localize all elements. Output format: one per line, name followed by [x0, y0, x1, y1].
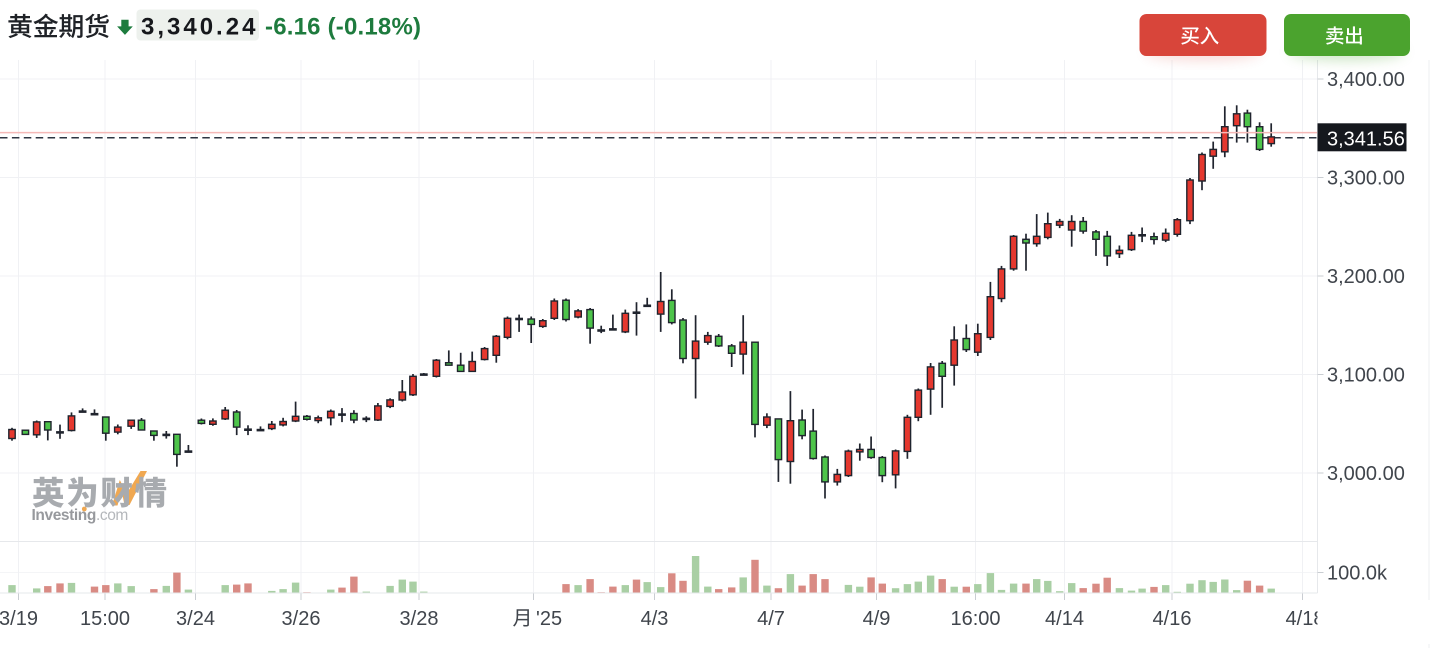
svg-text:3,341.56: 3,341.56 [1327, 128, 1405, 150]
svg-text:4/18: 4/18 [1286, 608, 1325, 630]
svg-text:4/3: 4/3 [641, 608, 669, 630]
svg-text:'25: '25 [536, 608, 562, 630]
svg-text:4/7: 4/7 [757, 608, 785, 630]
svg-text:3,100.00: 3,100.00 [1327, 365, 1405, 387]
svg-text:3/19: 3/19 [0, 608, 38, 630]
svg-text:3/26: 3/26 [282, 608, 321, 630]
svg-text:Investing.com: Investing.com [32, 507, 128, 524]
svg-text:4/14: 4/14 [1045, 608, 1084, 630]
svg-text:-6.16 (-0.18%): -6.16 (-0.18%) [265, 13, 421, 40]
svg-text:3,400.00: 3,400.00 [1327, 69, 1405, 91]
svg-text:4/16: 4/16 [1153, 608, 1192, 630]
svg-text:15:00: 15:00 [80, 608, 130, 630]
svg-text:3,340.24: 3,340.24 [141, 13, 258, 40]
svg-text:16:00: 16:00 [950, 608, 1000, 630]
svg-text:3,200.00: 3,200.00 [1327, 266, 1405, 288]
svg-text:3/28: 3/28 [400, 608, 439, 630]
svg-text:3,300.00: 3,300.00 [1327, 168, 1405, 190]
svg-text:4/9: 4/9 [863, 608, 891, 630]
svg-text:3,000.00: 3,000.00 [1327, 463, 1405, 485]
svg-text:100.0k: 100.0k [1327, 563, 1388, 585]
svg-text:3/24: 3/24 [176, 608, 215, 630]
